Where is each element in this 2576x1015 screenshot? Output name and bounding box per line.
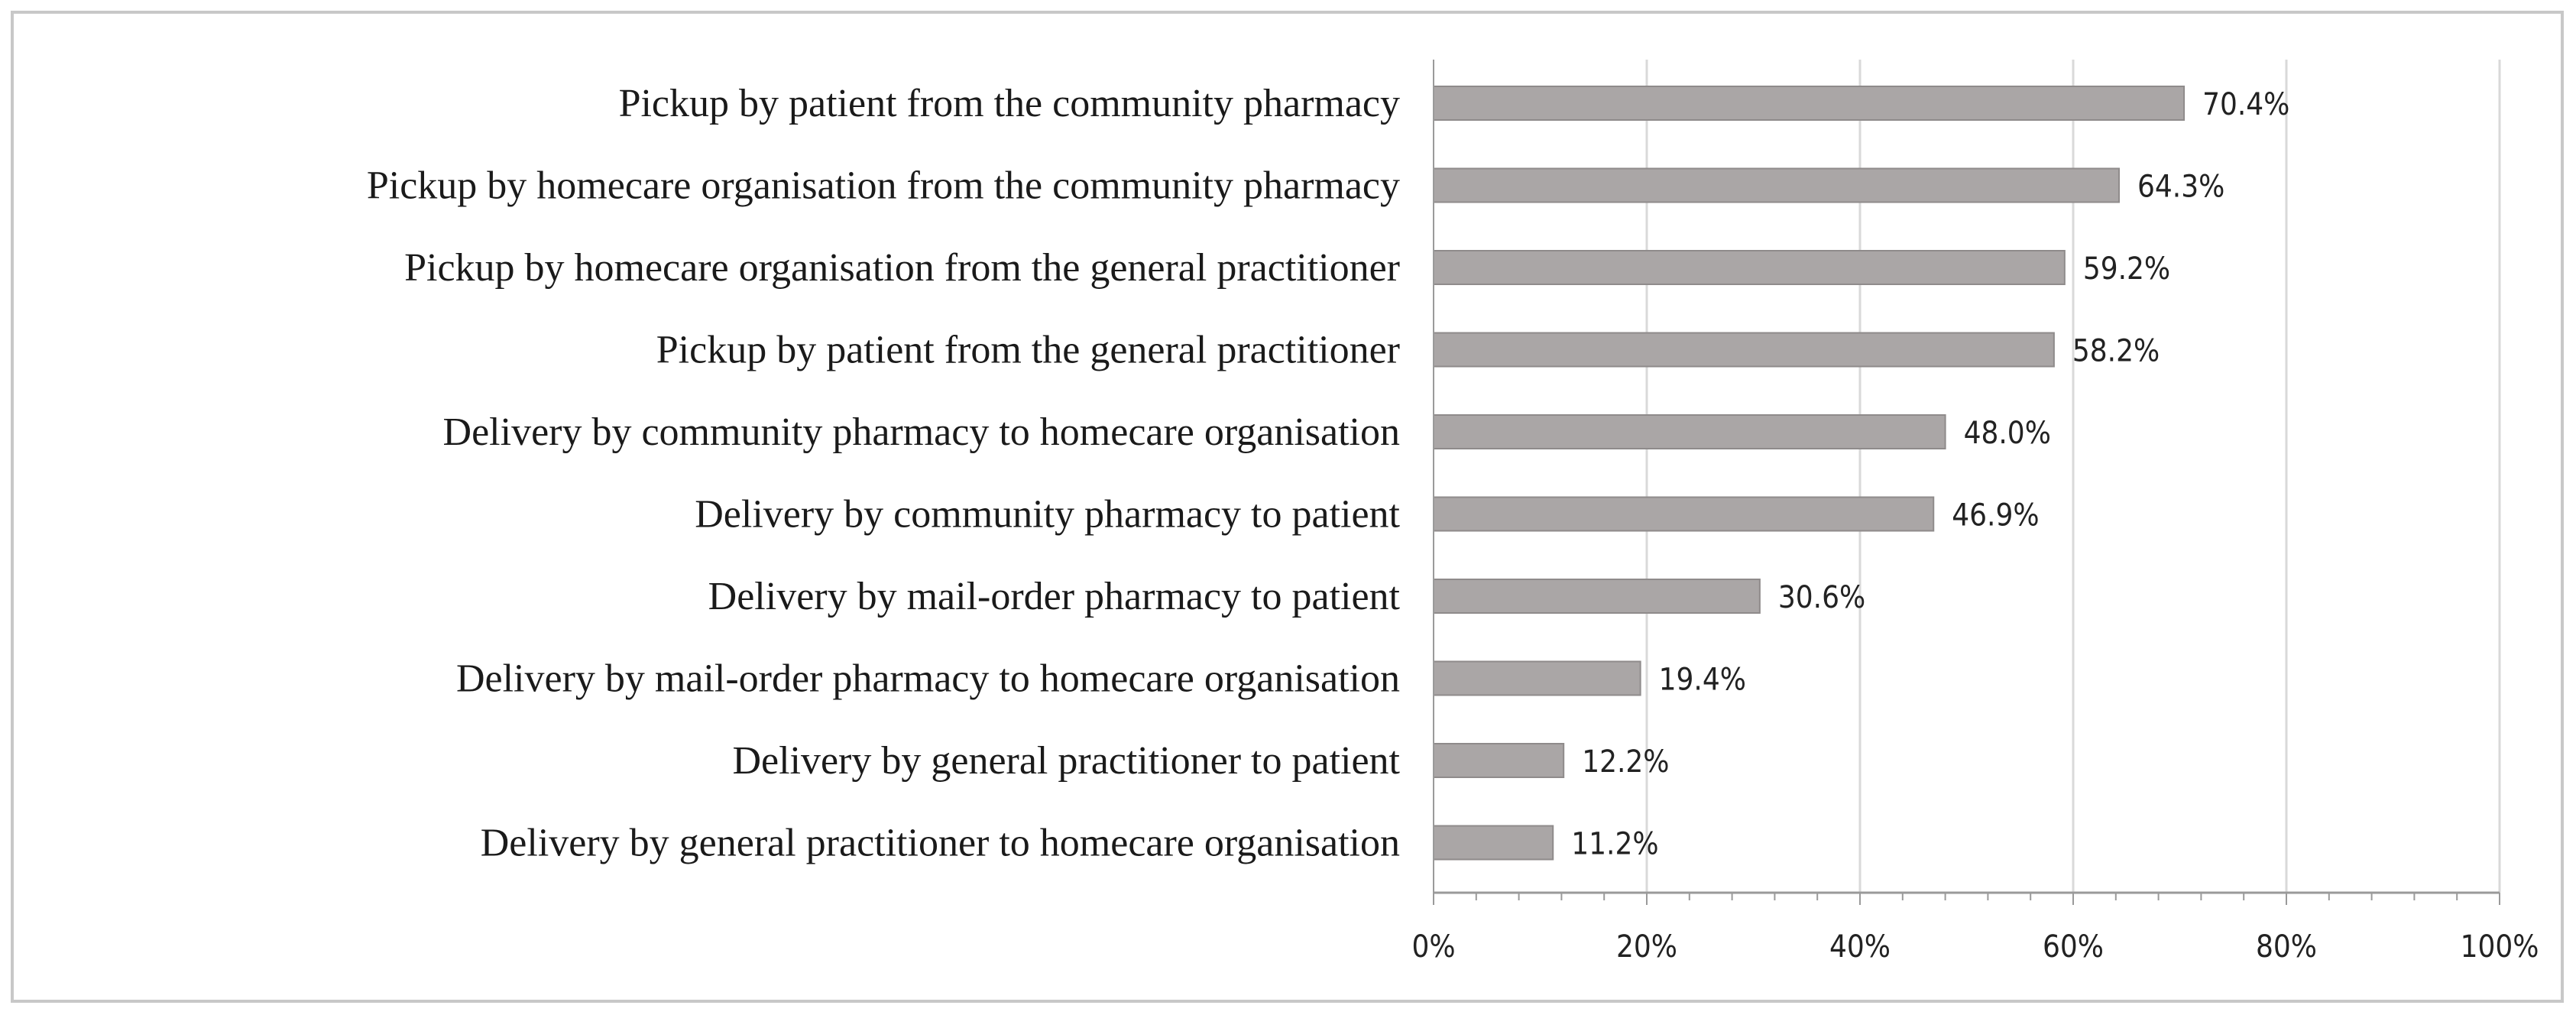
category-label-10: Delivery by general practitioner to home… bbox=[481, 822, 1400, 865]
bar-4 bbox=[1433, 332, 2055, 368]
bars bbox=[1433, 86, 2186, 861]
bar-9 bbox=[1433, 743, 1565, 778]
value-label-10: 11.2% bbox=[1571, 827, 1658, 862]
value-labels: 70.4% 64.3% 59.2% 58.2% 48.0% 46.9% 30.6% 19.4%… bbox=[1571, 87, 2289, 862]
category-label-3: Pickup by homecare organisation from the… bbox=[404, 246, 1400, 290]
bar-2 bbox=[1433, 167, 2120, 203]
value-label-4: 58.2% bbox=[2072, 334, 2160, 369]
bar-10 bbox=[1433, 825, 1554, 861]
category-label-4: Pickup by patient from the general pract… bbox=[656, 329, 1400, 372]
value-label-1: 70.4% bbox=[2202, 87, 2289, 122]
category-label-7: Delivery by mail-order pharmacy to patie… bbox=[708, 575, 1401, 618]
x-tick-label-20: 20% bbox=[1616, 929, 1677, 965]
value-label-8: 19.4% bbox=[1659, 663, 1746, 698]
bar-7 bbox=[1433, 579, 1761, 614]
chart-frame: Pickup by patient from the community pha… bbox=[11, 11, 2564, 1003]
category-label-9: Delivery by general practitioner to pati… bbox=[732, 739, 1400, 783]
x-tick-label-100: 100% bbox=[2461, 929, 2539, 965]
bar-3 bbox=[1433, 250, 2066, 285]
x-tick-label-0: 0% bbox=[1411, 929, 1455, 965]
value-label-3: 59.2% bbox=[2083, 251, 2170, 287]
bar-6 bbox=[1433, 496, 1935, 532]
category-label-2: Pickup by homecare organisation from the… bbox=[367, 164, 1400, 208]
category-label-1: Pickup by patient from the community pha… bbox=[619, 82, 1400, 125]
category-label-8: Delivery by mail-order pharmacy to homec… bbox=[456, 657, 1400, 701]
bar-chart: Pickup by patient from the community pha… bbox=[367, 60, 2539, 965]
x-tick-labels: 0% 20% 40% 60% 80% 100% bbox=[1411, 929, 2539, 965]
category-label-5: Delivery by community pharmacy to homeca… bbox=[443, 410, 1400, 454]
value-label-7: 30.6% bbox=[1778, 580, 1865, 615]
bar-5 bbox=[1433, 414, 1946, 449]
value-label-6: 46.9% bbox=[1952, 498, 2039, 533]
x-tick-label-40: 40% bbox=[1829, 929, 1891, 965]
bar-1 bbox=[1433, 86, 2186, 121]
bar-8 bbox=[1433, 660, 1641, 696]
category-labels: Pickup by patient from the community pha… bbox=[367, 82, 1401, 865]
x-axis bbox=[1433, 60, 2500, 905]
value-label-2: 64.3% bbox=[2137, 170, 2224, 205]
x-tick-label-80: 80% bbox=[2256, 929, 2317, 965]
category-label-6: Delivery by community pharmacy to patien… bbox=[695, 493, 1400, 537]
value-label-5: 48.0% bbox=[1964, 416, 2051, 451]
value-label-9: 12.2% bbox=[1582, 744, 1669, 780]
x-tick-label-60: 60% bbox=[2043, 929, 2104, 965]
